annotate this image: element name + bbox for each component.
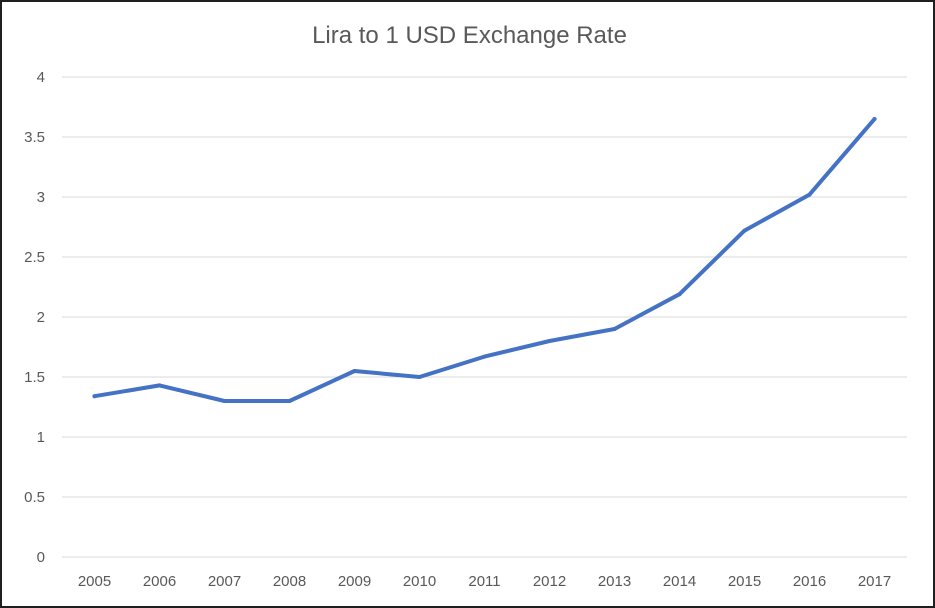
y-tick-label: 3 (37, 189, 45, 206)
x-tick-label: 2007 (208, 573, 241, 590)
data-point (872, 117, 877, 121)
x-tick-label: 2015 (728, 573, 761, 590)
data-point (222, 399, 227, 403)
chart-title: Lira to 1 USD Exchange Rate (312, 22, 627, 49)
x-tick-label: 2017 (858, 573, 891, 590)
x-tick-label: 2008 (273, 573, 306, 590)
x-tick-label: 2010 (403, 573, 436, 590)
x-tick-label: 2006 (143, 573, 176, 590)
data-point (547, 339, 552, 343)
y-tick-label: 2 (37, 309, 45, 326)
x-tick-label: 2009 (338, 573, 371, 590)
data-point (482, 354, 487, 359)
y-tick-label: 0 (37, 549, 45, 566)
x-tick-label: 2016 (793, 573, 826, 590)
x-tick-label: 2011 (468, 573, 500, 590)
data-point (352, 369, 357, 373)
x-tick-label: 2005 (78, 573, 111, 590)
x-axis-ticks: 2005 2006 2007 2008 2009 2010 2011 2012 2013 2014… (78, 573, 891, 590)
grid-lines (62, 76, 907, 558)
y-tick-label: 4 (37, 69, 45, 86)
y-tick-label: 3.5 (24, 129, 45, 146)
data-point (92, 394, 97, 399)
data-point (287, 399, 292, 403)
series-group (92, 117, 877, 403)
y-tick-label: 0.5 (24, 489, 45, 506)
y-tick-label: 1 (37, 429, 45, 446)
x-tick-label: 2012 (533, 573, 566, 590)
y-axis-ticks: 0 0.5 1 1.5 2 2.5 3 3.5 4 (24, 69, 45, 566)
data-point (742, 228, 747, 233)
data-point (612, 327, 617, 331)
x-tick-label: 2014 (663, 573, 696, 590)
series-line (92, 117, 877, 403)
y-tick-label: 1.5 (24, 369, 45, 386)
x-tick-label: 2013 (598, 573, 631, 590)
data-point (417, 375, 422, 379)
data-point (807, 192, 812, 197)
y-tick-label: 2.5 (24, 249, 45, 266)
data-point (677, 292, 682, 297)
data-point (157, 383, 162, 388)
